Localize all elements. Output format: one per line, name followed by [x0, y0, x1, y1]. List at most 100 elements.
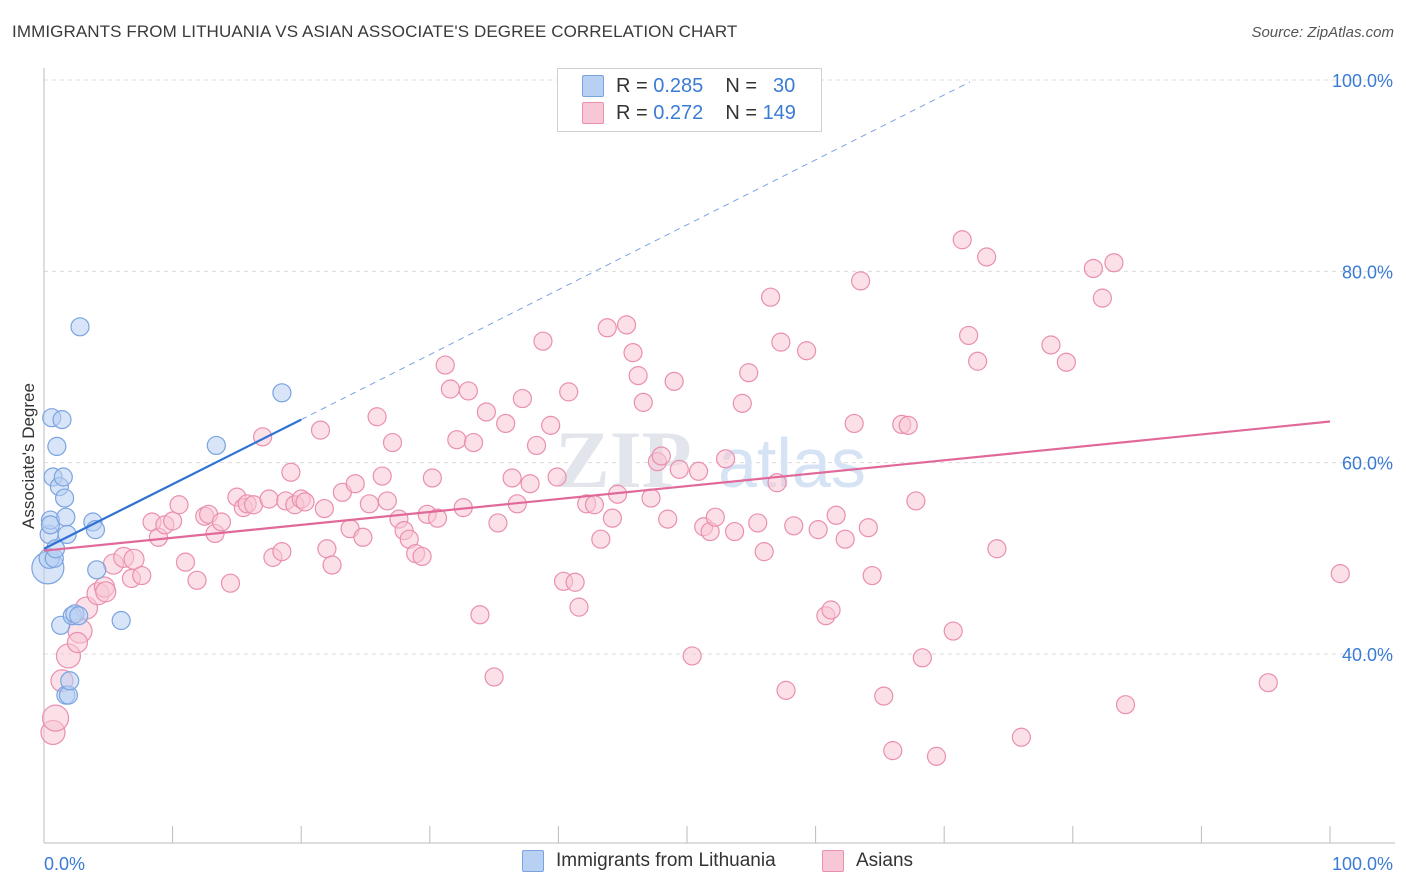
data-point [906, 491, 926, 511]
data-point [808, 520, 828, 540]
data-point [435, 355, 455, 375]
y-tick-label: 100.0% [1332, 71, 1393, 91]
data-point [1115, 695, 1136, 715]
bottom-legend-asians[interactable]: Asians [822, 850, 913, 872]
data-point [87, 560, 107, 580]
data-point [220, 573, 241, 593]
axis-labels: 40.0% 60.0% 80.0% 100.0% 0.0% 100.0% Associate… [19, 71, 1393, 874]
data-point [844, 413, 864, 434]
data-point [1011, 727, 1031, 747]
data-point [175, 552, 196, 572]
data-point [163, 511, 183, 531]
data-point [584, 495, 605, 515]
data-point [272, 383, 292, 403]
legend-n-value: 30 [773, 74, 796, 97]
legend-swatch-pink [582, 102, 604, 124]
grid-lines [44, 79, 1395, 655]
data-point [771, 332, 791, 352]
data-point [883, 741, 903, 761]
data-point [987, 539, 1007, 559]
data-point [382, 432, 403, 453]
data-point [715, 449, 736, 469]
data-point [377, 491, 397, 511]
data-point [367, 407, 387, 427]
data-point [322, 555, 342, 575]
data-point [912, 648, 932, 668]
data-point [739, 363, 759, 383]
data-point [353, 527, 373, 547]
watermark: ZIP atlas [555, 414, 866, 505]
data-point [40, 515, 61, 535]
data-point [851, 271, 871, 291]
trend-line-lithuania [43, 418, 302, 550]
data-point [748, 513, 768, 533]
data-point [310, 420, 331, 440]
data-point [502, 468, 522, 488]
stats-legend: R = 0.285 N = 30 R = 0.272 N = 149 [557, 68, 822, 132]
data-point [54, 488, 75, 508]
data-point [211, 512, 232, 532]
source-label: Source: ZipAtlas.com [1251, 24, 1394, 41]
data-point [484, 667, 504, 687]
data-point [1258, 673, 1278, 693]
data-point [623, 343, 643, 363]
data-point [547, 467, 567, 487]
data-point [688, 461, 709, 481]
watermark-atlas: atlas [718, 424, 866, 502]
data-point [664, 371, 684, 391]
data-point [541, 415, 561, 435]
legend-n-label: N = [725, 101, 757, 124]
data-point [53, 467, 73, 487]
data-point [47, 436, 67, 457]
data-point [66, 631, 89, 654]
data-point [862, 565, 882, 586]
trend-lines [43, 81, 1331, 552]
data-point [874, 686, 894, 706]
legend-n-value: 149 [762, 101, 796, 124]
data-point [206, 435, 226, 456]
data-point [835, 529, 855, 549]
x-tick-label-min: 0.0% [44, 854, 85, 874]
data-point [314, 498, 334, 519]
trend-line-asians [43, 420, 1331, 552]
y-tick-label: 80.0% [1342, 262, 1393, 282]
data-point [682, 646, 702, 666]
legend-row-lithuania: R = 0.285 N = 30 [582, 74, 795, 98]
legend-r-value: 0.272 [653, 101, 704, 124]
bottom-legend-lithuania[interactable]: Immigrants from Lithuania [522, 850, 776, 872]
bottom-swatch-pink [822, 850, 844, 872]
data-point [1104, 253, 1124, 273]
data-point [458, 381, 478, 401]
data-point [169, 495, 189, 515]
data-point [943, 621, 963, 641]
data-point [732, 393, 752, 413]
data-point [898, 415, 918, 435]
data-point [977, 247, 997, 267]
data-point [826, 505, 846, 525]
data-point [784, 516, 804, 536]
trend-line-lithuania-extension [300, 81, 971, 421]
data-point [658, 509, 678, 529]
data-point [345, 474, 365, 494]
data-point [70, 317, 90, 337]
data-point [526, 435, 547, 456]
data-point [952, 230, 972, 250]
data-point [512, 388, 532, 409]
y-axis-label: Associate's Degree [19, 383, 38, 529]
data-point [187, 570, 207, 590]
data-point [760, 287, 781, 307]
data-point [60, 671, 80, 691]
data-point [496, 413, 516, 434]
data-point [272, 542, 292, 562]
chart-title: IMMIGRANTS FROM LITHUANIA VS ASIAN ASSOC… [12, 22, 738, 41]
legend-r-label: R = [616, 101, 648, 124]
data-point [359, 494, 379, 514]
bottom-legend-label: Immigrants from Lithuania [556, 850, 776, 871]
data-point [959, 325, 979, 346]
data-point [1083, 258, 1103, 279]
data-point [597, 318, 617, 338]
data-point [470, 605, 490, 625]
legend-r-value: 0.285 [653, 74, 704, 97]
legend-row-asians: R = 0.272 N = 149 [582, 101, 796, 125]
